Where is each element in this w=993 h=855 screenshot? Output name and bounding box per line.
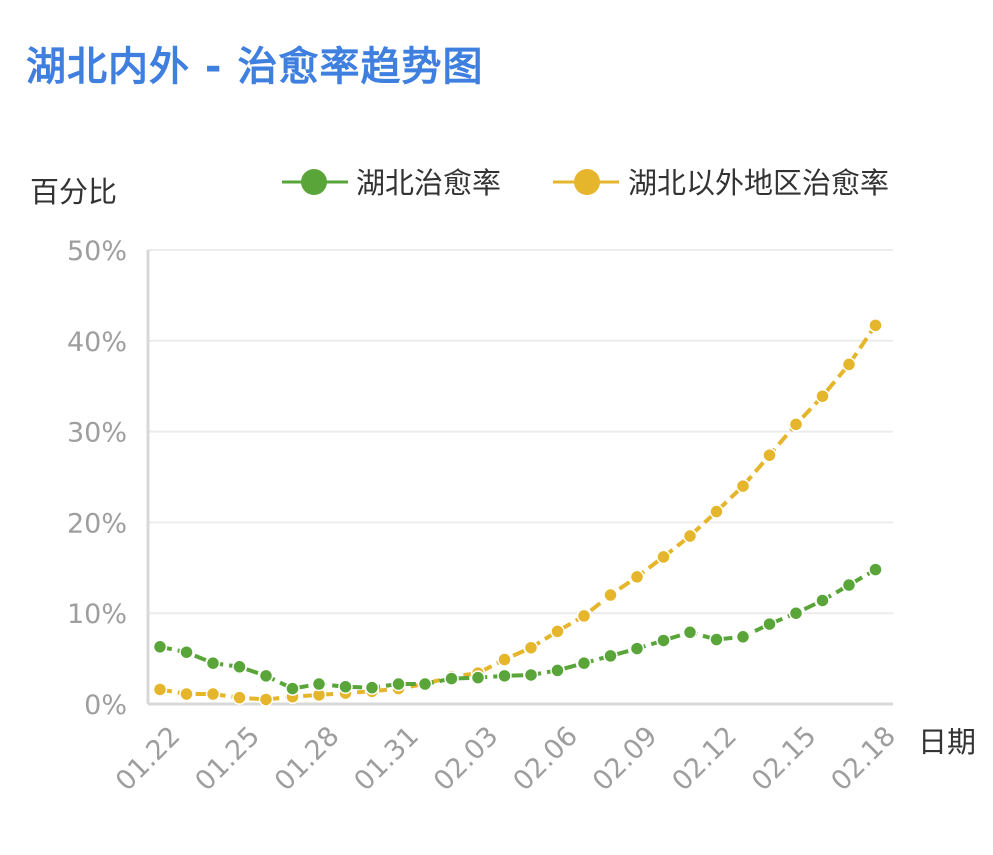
data-point: [576, 655, 592, 671]
data-point: [391, 676, 406, 692]
x-tick-label-group: 01.25: [189, 721, 266, 798]
data-point: [682, 528, 698, 544]
data-point: [523, 667, 539, 683]
x-tick-label-group: 02.09: [587, 721, 664, 798]
x-tick-label: 02.15: [746, 721, 823, 798]
legend-item: 湖北以外地区治愈率: [553, 166, 889, 200]
data-point: [523, 640, 539, 655]
series-layer: [152, 318, 883, 707]
y-tick-label: 30%: [67, 418, 127, 449]
x-tick-label-group: 02.18: [825, 721, 902, 798]
data-point: [550, 624, 565, 639]
data-point: [815, 593, 830, 608]
data-point: [603, 648, 618, 664]
data-point: [152, 682, 168, 697]
y-tick-label: 20%: [67, 508, 127, 539]
data-point: [258, 668, 274, 684]
legend-swatch-dot: [574, 169, 600, 195]
data-point: [497, 652, 512, 667]
x-axis-title: 日期: [918, 725, 976, 759]
series-1: [152, 318, 883, 707]
data-point: [762, 616, 777, 632]
x-tick-label: 02.06: [507, 721, 584, 798]
x-tick-label: 01.25: [189, 721, 266, 798]
y-tick-label: 10%: [67, 599, 127, 630]
data-point: [762, 447, 777, 463]
x-tick-label: 02.18: [825, 721, 902, 798]
data-point: [656, 633, 671, 648]
grid-lines: [148, 249, 893, 615]
data-point: [603, 587, 618, 603]
data-point: [311, 676, 327, 692]
series-0: [152, 562, 883, 696]
x-tick-label-group: 02.03: [428, 721, 505, 798]
x-tick-label: 02.03: [428, 721, 505, 798]
y-tick-label: 0%: [84, 690, 127, 721]
legend: 湖北治愈率 湖北以外地区治愈率: [282, 166, 889, 200]
x-tick-label-group: 01.31: [348, 721, 425, 798]
data-point: [417, 676, 433, 692]
data-point: [179, 686, 194, 702]
data-point: [232, 690, 247, 705]
x-tick-label: 01.31: [348, 721, 425, 798]
data-point: [550, 663, 565, 678]
data-point: [841, 577, 857, 593]
data-point: [709, 632, 724, 647]
data-point: [788, 417, 804, 432]
data-point: [179, 644, 194, 660]
x-tick-label: 02.12: [666, 721, 743, 798]
legend-swatch-dot: [301, 169, 327, 195]
data-point: [205, 686, 221, 702]
y-tick-labels: 0% 10% 20% 30% 40% 50%: [67, 236, 127, 721]
legend-item: 湖北治愈率: [282, 166, 501, 200]
y-axis-title: 百分比: [30, 175, 117, 209]
chart-title: 湖北内外 - 治愈率趋势图: [26, 44, 484, 90]
x-tick-label-group: 02.12: [666, 721, 743, 798]
legend-label: 湖北治愈率: [356, 166, 501, 200]
x-tick-label: 02.09: [587, 721, 664, 798]
data-point: [735, 478, 751, 494]
data-point: [364, 680, 380, 695]
data-point: [338, 679, 353, 694]
data-point: [788, 605, 804, 621]
data-point: [576, 608, 592, 624]
data-point: [629, 641, 645, 656]
series-line: [159, 567, 877, 691]
data-point: [444, 671, 459, 686]
y-tick-label: 50%: [67, 236, 127, 267]
x-tick-labels: 01.22 01.25 01.28 01.31 02.03 02.06 02.09 02.12…: [110, 721, 902, 798]
data-point: [629, 569, 645, 585]
y-tick-label: 40%: [67, 327, 127, 358]
x-tick-label-group: 01.22: [110, 721, 187, 798]
legend-label: 湖北以外地区治愈率: [628, 166, 889, 200]
x-tick-label-group: 02.15: [746, 721, 823, 798]
x-tick-label-group: 02.06: [507, 721, 584, 798]
data-point: [470, 670, 486, 685]
data-point: [205, 655, 221, 671]
data-point: [656, 549, 671, 565]
data-point: [735, 629, 751, 645]
axes: [146, 250, 893, 706]
data-point: [841, 357, 857, 372]
x-tick-label: 01.22: [110, 721, 187, 798]
data-point: [497, 668, 512, 684]
data-point: [709, 504, 724, 519]
data-point: [285, 681, 300, 696]
data-point: [868, 562, 883, 577]
series-line: [159, 324, 878, 702]
data-point: [868, 318, 883, 333]
data-point: [232, 659, 247, 675]
data-point: [815, 388, 830, 404]
data-point: [682, 625, 698, 640]
data-point: [152, 639, 168, 655]
data-point: [258, 692, 274, 707]
x-tick-label: 01.28: [269, 721, 346, 798]
x-tick-label-group: 01.28: [269, 721, 346, 798]
